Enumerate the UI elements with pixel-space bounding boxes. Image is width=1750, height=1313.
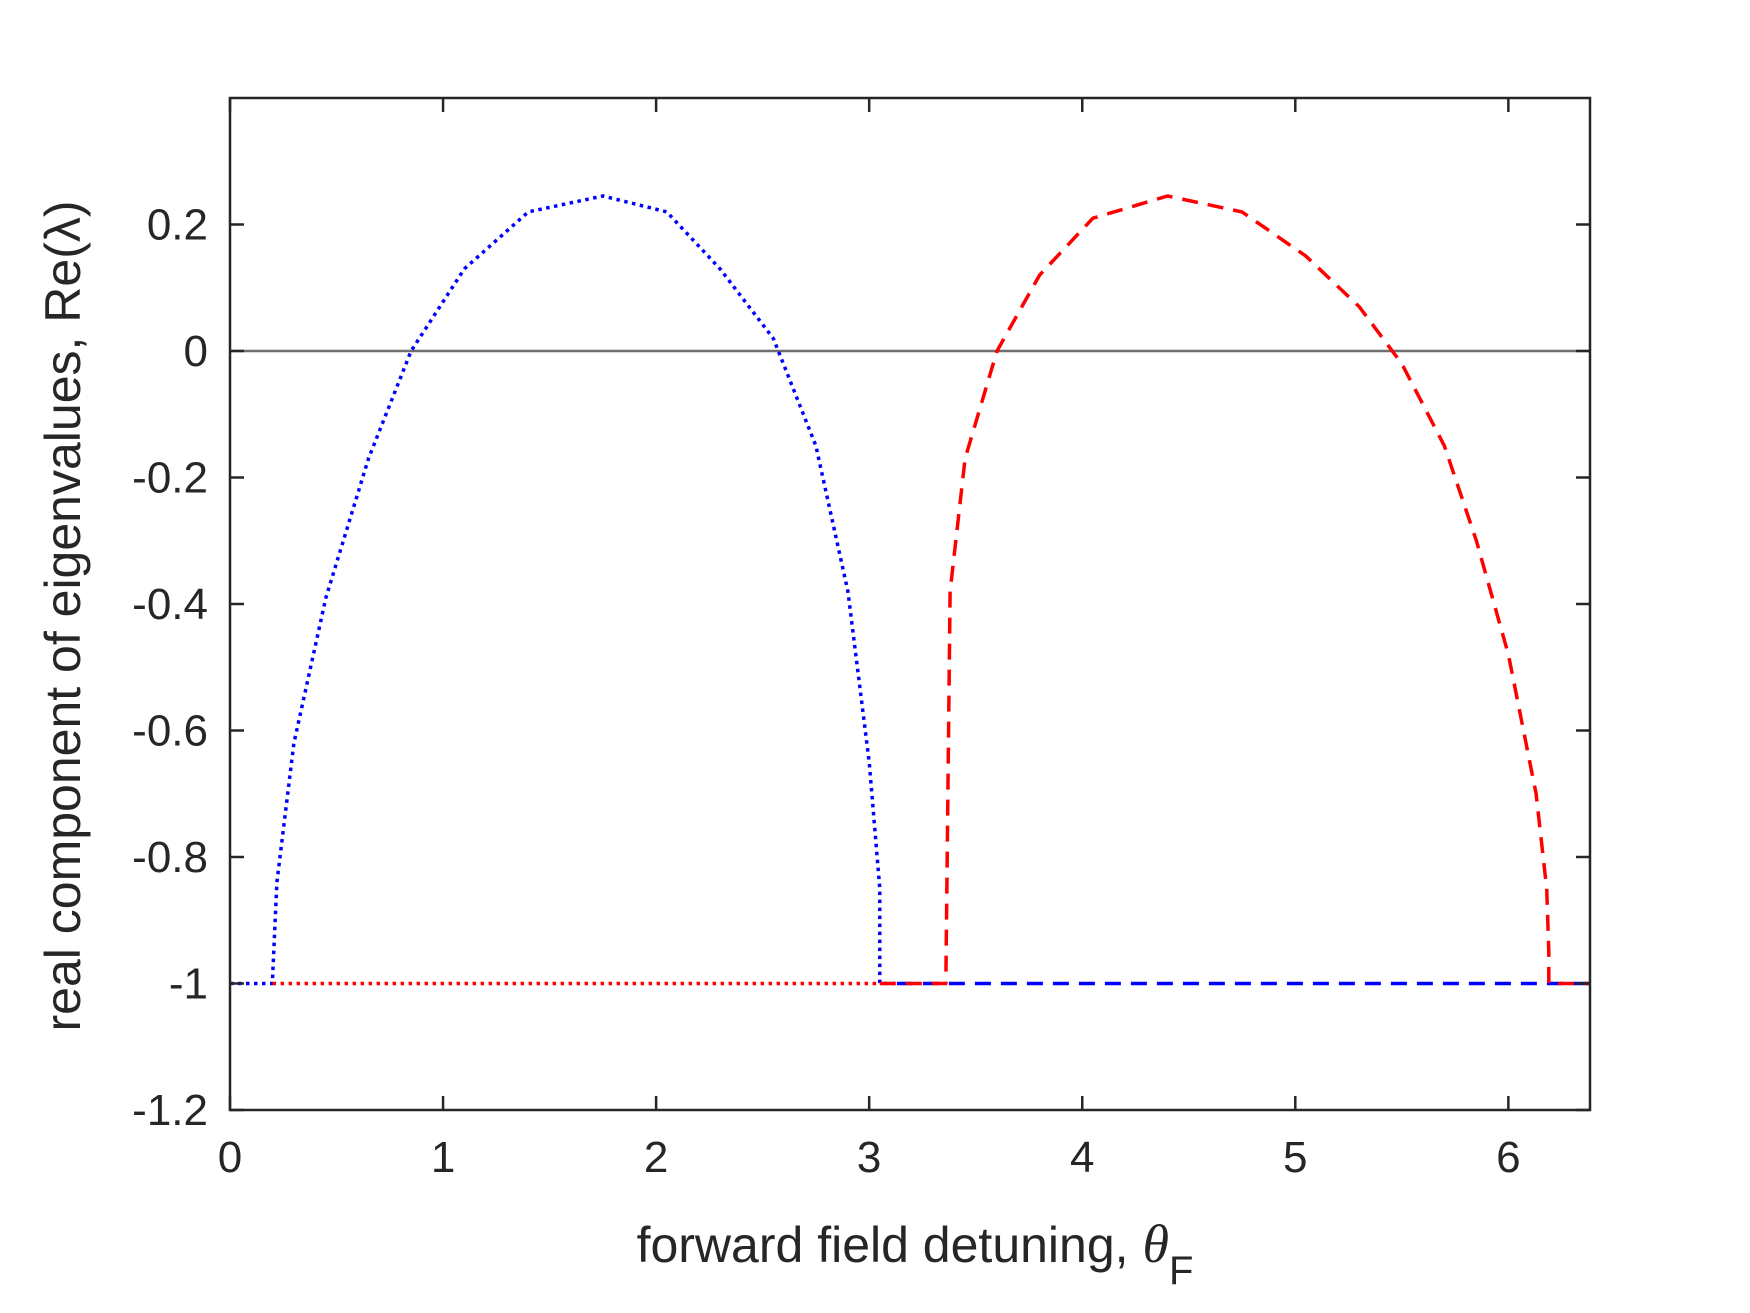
y-tick-label: -0.4 [132,580,208,629]
x-tick-label: 1 [431,1133,455,1182]
x-tick-label: 5 [1283,1133,1307,1182]
y-tick-label: -1.2 [132,1086,208,1135]
x-axis-label: forward field detuning, θF [637,1214,1194,1293]
series-line-1 [230,194,897,986]
y-tick-label: -1 [169,960,208,1009]
series-line-4 [879,194,1590,986]
y-tick-label: 0.2 [147,201,208,250]
x-axis-label-symbol: θ [1142,1214,1169,1274]
ticks [228,98,1590,1112]
x-tick-label: 2 [644,1133,668,1182]
plot-area [230,98,1590,1110]
x-tick-label: 6 [1496,1133,1520,1182]
x-tick-labels: 0 1 2 3 4 5 6 [218,1133,1521,1182]
y-tick-labels: -1.2 -1 -0.8 -0.6 -0.4 -0.2 0 0.2 [132,201,208,1136]
x-tick-label: 0 [218,1133,242,1182]
y-tick-label: -0.6 [132,707,208,756]
y-tick-label: -0.8 [132,833,208,882]
x-tick-label: 4 [1070,1133,1094,1182]
y-tick-label: 0 [184,327,208,376]
x-axis-label-subscript: F [1169,1249,1193,1293]
series-group [230,194,1590,986]
y-tick-label: -0.2 [132,454,208,503]
x-tick-label: 3 [857,1133,881,1182]
y-axis-label: real component of eigenvalues, Re(λ) [35,200,91,1031]
x-axis-label-text: forward field detuning, [637,1217,1143,1273]
